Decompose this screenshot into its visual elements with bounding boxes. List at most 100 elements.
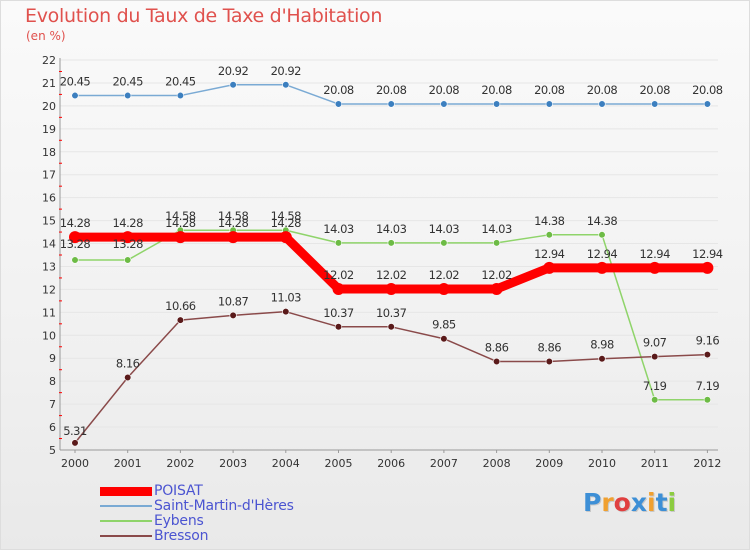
- data-label: 5.31: [63, 424, 87, 438]
- logo-letter: t: [655, 488, 668, 517]
- grid-layer: [60, 59, 718, 451]
- chart-title: Evolution du Taux de Taxe d'Habitation: [25, 5, 383, 27]
- data-point: [124, 91, 132, 100]
- data-point: [437, 282, 450, 295]
- x-tick-label: 2003: [219, 457, 247, 470]
- data-point: [490, 282, 503, 295]
- data-label: 20.08: [587, 83, 618, 97]
- data-point: [71, 256, 79, 264]
- data-label: 7.19: [643, 379, 667, 393]
- legend-label: Saint-Martin-d'Hères: [154, 498, 294, 514]
- data-label-layer: 14.28 14.28 14.28 14.28 14.28 12.02 12.02 12.02…: [60, 64, 724, 438]
- data-point: [703, 350, 712, 359]
- data-point: [598, 231, 606, 239]
- x-tick-label: 2011: [641, 457, 669, 470]
- data-point: [124, 256, 132, 264]
- data-point: [69, 231, 81, 244]
- data-point: [651, 396, 659, 404]
- data-point: [493, 100, 501, 108]
- data-point: [701, 261, 714, 274]
- data-label: 10.87: [218, 294, 249, 308]
- data-point: [598, 100, 606, 108]
- x-tick-label: 2012: [693, 457, 721, 470]
- y-tick-label: 11: [42, 306, 56, 319]
- data-label: 20.92: [218, 64, 249, 78]
- data-point: [596, 261, 608, 274]
- y-tick-label: 18: [42, 146, 56, 159]
- y-tick-label: 19: [42, 123, 56, 136]
- data-label: 14.38: [587, 214, 618, 228]
- y-tick-label: 12: [42, 283, 56, 296]
- data-point: [385, 282, 398, 295]
- data-point: [545, 100, 553, 108]
- data-point: [229, 311, 237, 319]
- series-3: [71, 308, 712, 447]
- logo-letter: i: [667, 488, 677, 517]
- data-label: 12.02: [376, 268, 407, 282]
- data-label: 20.08: [376, 83, 407, 97]
- y-tick-label: 20: [42, 100, 56, 113]
- y-tick-label: 22: [42, 54, 56, 67]
- data-label: 20.45: [60, 75, 91, 89]
- y-tick-label: 5: [49, 444, 56, 457]
- data-point: [71, 91, 79, 100]
- data-point: [493, 239, 501, 247]
- proxiti-logo: Proxiti: [583, 488, 676, 517]
- data-point: [387, 100, 395, 108]
- data-point: [543, 261, 556, 274]
- y-tick-label: 17: [42, 169, 56, 182]
- data-point: [703, 396, 712, 404]
- data-label: 14.28: [112, 216, 143, 230]
- data-label: 8.86: [537, 340, 561, 354]
- data-label: 14.28: [165, 216, 196, 230]
- data-label: 8.16: [116, 357, 140, 371]
- data-label: 12.02: [429, 268, 460, 282]
- series-line: [74, 310, 709, 444]
- data-point: [124, 373, 132, 382]
- y-tick-label: 7: [49, 398, 56, 411]
- y-tick-label: 21: [42, 77, 56, 90]
- data-label: 12.94: [587, 247, 618, 261]
- data-label: 9.16: [696, 334, 720, 348]
- x-tick-label: 2008: [483, 457, 511, 470]
- data-point: [493, 357, 501, 366]
- data-label: 14.58: [218, 209, 249, 223]
- data-point: [440, 100, 448, 108]
- data-label: 20.08: [323, 83, 354, 97]
- data-point: [227, 231, 240, 244]
- data-point: [545, 357, 553, 366]
- data-label: 20.08: [639, 83, 670, 97]
- data-point: [387, 323, 395, 331]
- data-point: [282, 81, 290, 89]
- logo-letter: x: [630, 488, 647, 517]
- x-tick-label: 2006: [377, 457, 405, 470]
- data-point: [651, 100, 659, 108]
- y-tick-label: 13: [42, 260, 56, 273]
- data-point: [334, 239, 343, 247]
- data-label: 14.58: [165, 209, 196, 223]
- data-point: [176, 316, 184, 324]
- x-tick-label: 2007: [430, 457, 458, 470]
- data-label: 8.86: [485, 340, 509, 354]
- legend-swatch: [100, 535, 152, 537]
- data-label: 14.28: [271, 216, 302, 230]
- series-1: [71, 81, 712, 108]
- logo-letter: o: [613, 488, 631, 517]
- x-tick-label: 2000: [61, 457, 89, 470]
- logo-letter: i: [647, 488, 656, 517]
- data-label: 14.38: [534, 214, 565, 228]
- data-label: 12.02: [323, 268, 354, 282]
- legend-swatch: [100, 486, 152, 496]
- data-point: [387, 239, 395, 247]
- legend-label: Eybens: [154, 513, 204, 529]
- x-tick-label: 2010: [588, 457, 616, 470]
- axis-layer: 5 6 7 8 9 10 11 12 13 14 15 16 17 18 19 20 21 22 2000 2001 2…: [42, 54, 721, 470]
- data-point: [334, 100, 343, 108]
- y-tick-label: 10: [42, 329, 56, 342]
- data-point: [229, 81, 237, 89]
- y-tick-label: 15: [42, 215, 56, 228]
- data-label: 9.07: [643, 336, 667, 350]
- x-tick-label: 2005: [325, 457, 353, 470]
- data-point: [598, 355, 606, 363]
- data-label: 7.19: [696, 379, 720, 393]
